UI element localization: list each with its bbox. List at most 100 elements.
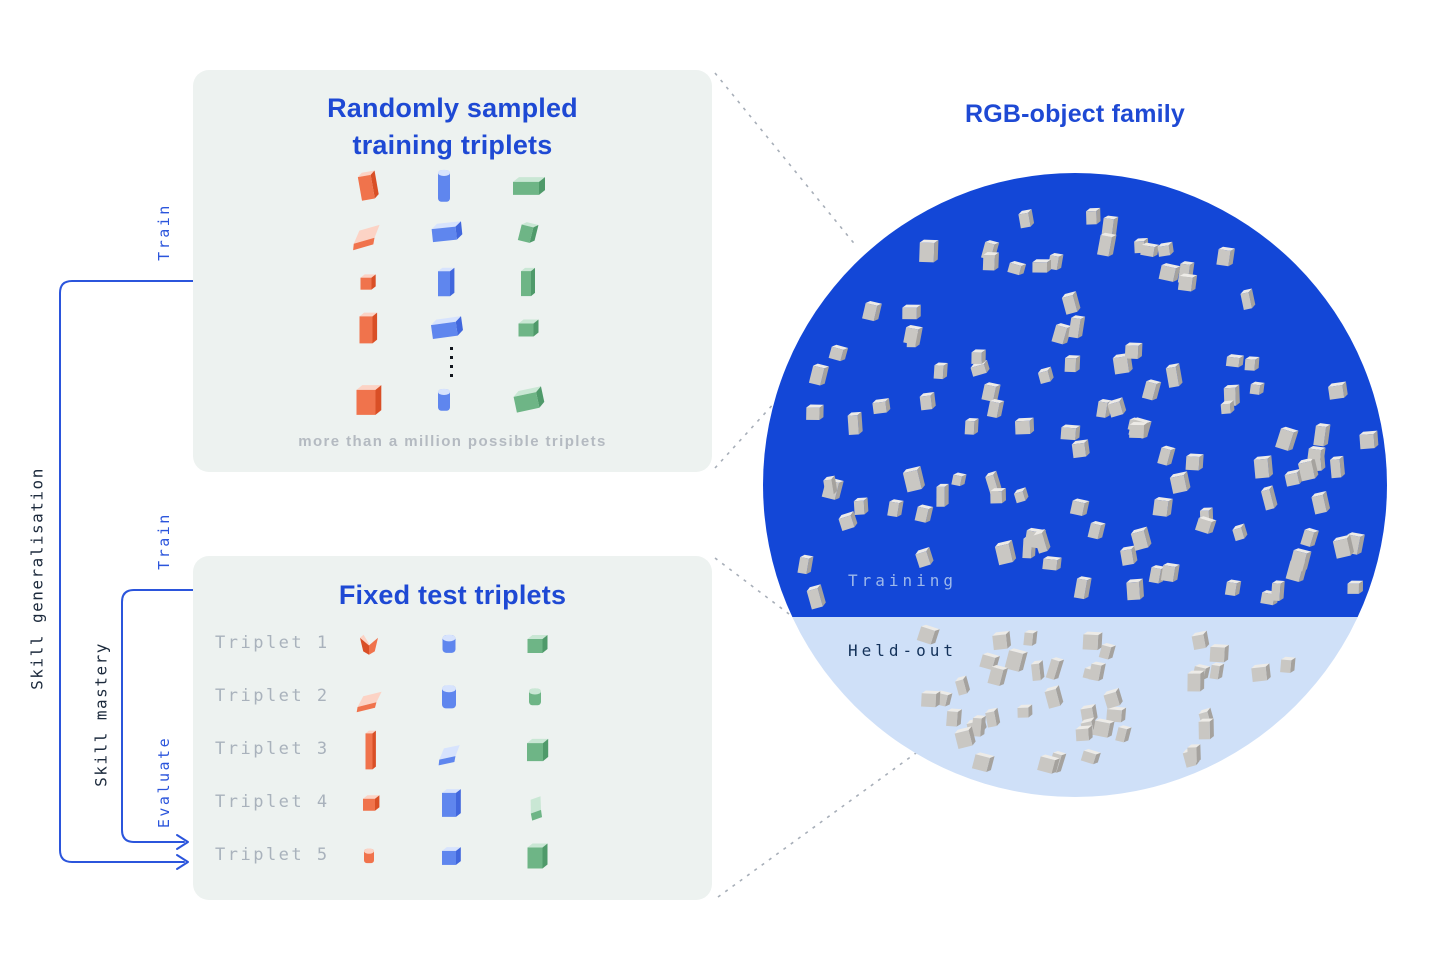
family-object-block — [994, 539, 1017, 566]
triplet-object-blue — [438, 745, 460, 766]
family-object-block — [1289, 548, 1312, 572]
triplet-row-label: Triplet 1 — [215, 633, 330, 653]
skill-generalisation-label: Skill generalisation — [27, 467, 47, 690]
family-object-block — [992, 630, 1012, 651]
family-object-block — [1071, 439, 1090, 459]
family-object-block — [919, 392, 936, 411]
family-object-block — [806, 404, 824, 421]
family-object-block — [1103, 687, 1123, 709]
family-object-block — [1130, 526, 1152, 551]
family-object-block — [1297, 457, 1319, 482]
skill-generalisation-bracket — [59, 280, 194, 863]
family-object-block — [1198, 718, 1214, 740]
triplet-object-green — [518, 319, 539, 337]
rgb-object-family-circle: Training Held-out — [763, 173, 1387, 797]
ellipsis-dots-icon — [450, 347, 453, 377]
family-object-block — [1240, 288, 1256, 310]
family-object-block — [1165, 363, 1183, 388]
family-object-block — [1249, 381, 1265, 395]
family-object-block — [1220, 400, 1235, 415]
family-object-block — [1069, 498, 1090, 517]
family-object-block — [806, 584, 826, 610]
object-scatter — [797, 207, 1379, 774]
triplet-object-blue — [438, 169, 450, 202]
family-object-block — [971, 752, 995, 773]
family-object-block — [1031, 660, 1045, 682]
family-object-block — [1209, 662, 1225, 680]
family-object-block — [1284, 468, 1303, 487]
family-object-block — [979, 652, 1000, 671]
family-object-block — [1158, 263, 1181, 282]
family-object-block — [1225, 354, 1244, 368]
triplet-object-red — [364, 848, 374, 864]
family-object-block — [902, 465, 925, 493]
family-object-block — [982, 252, 999, 271]
family-object-block — [1209, 644, 1229, 663]
family-object-block — [1244, 356, 1260, 371]
train-label-mid: Train — [155, 512, 173, 570]
family-object-block — [1037, 366, 1054, 384]
family-object-block — [1251, 663, 1271, 682]
family-object-block — [902, 304, 921, 320]
training-triplets-panel: Randomly sampled training triplets more t… — [193, 70, 712, 472]
family-object-block — [1018, 209, 1035, 229]
triplet-object-red — [353, 224, 380, 251]
heldout-region — [763, 617, 1387, 797]
family-object-block — [951, 472, 967, 487]
family-object-block — [1157, 445, 1176, 466]
family-object-block — [1126, 578, 1144, 601]
family-object-block — [903, 325, 923, 345]
family-object-block — [955, 675, 971, 696]
family-object-block — [1307, 446, 1326, 460]
family-object-block — [1107, 397, 1127, 418]
train-label-top: Train — [155, 203, 173, 261]
family-object-block — [915, 547, 934, 569]
triplet-object-red — [365, 730, 376, 770]
family-object-block — [985, 707, 1001, 728]
family-object-block — [1004, 648, 1028, 672]
triplet-object-red — [356, 691, 382, 713]
family-object-block — [1141, 379, 1162, 401]
family-object-block — [946, 708, 962, 727]
family-object-block — [1261, 485, 1278, 511]
triplet-row-label: Triplet 4 — [215, 792, 330, 812]
family-object-block — [1329, 455, 1345, 479]
triplet-object-green — [517, 222, 539, 243]
family-object-block — [1140, 242, 1160, 257]
family-object-block — [1224, 579, 1242, 597]
family-object-block — [797, 554, 814, 575]
triplet-object-green — [513, 386, 545, 413]
family-object-block — [1045, 657, 1065, 680]
triplet-object-red — [356, 385, 382, 415]
training-region — [763, 173, 1387, 617]
family-object-block — [1232, 523, 1248, 542]
family-object-block — [1169, 471, 1191, 494]
family-object-block — [964, 418, 979, 435]
family-object-block — [1007, 260, 1027, 276]
triplet-object-red — [359, 312, 378, 344]
training-panel-title-line2: training triplets — [352, 130, 553, 160]
family-object-block — [1086, 207, 1101, 225]
family-object-block — [921, 690, 941, 708]
triplet-object-blue — [442, 634, 456, 653]
family-object-block — [1080, 748, 1101, 765]
family-object-block — [936, 483, 949, 507]
family-object-block — [872, 398, 891, 415]
family-object-block — [1060, 424, 1081, 441]
family-object-block — [1216, 246, 1235, 267]
family-object-block — [862, 301, 882, 322]
family-object-block — [916, 624, 940, 645]
family-object-block — [1160, 562, 1180, 582]
family-object-block — [1300, 527, 1319, 547]
triplet-row-label: Triplet 5 — [215, 845, 330, 865]
family-object-block — [1061, 291, 1081, 315]
family-object-block — [887, 499, 904, 518]
family-object-block — [1075, 725, 1093, 742]
family-object-block — [971, 715, 986, 737]
family-object-block — [1115, 725, 1132, 743]
triplet-row-label: Triplet 3 — [215, 739, 330, 759]
skill-mastery-arrowhead — [176, 834, 189, 850]
family-object-block — [1194, 516, 1217, 534]
family-object-block — [838, 511, 858, 532]
